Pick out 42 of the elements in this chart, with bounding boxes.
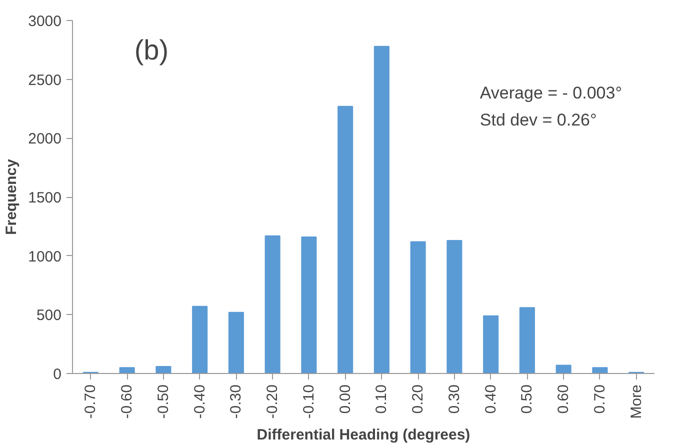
x-tick-label: 0.40 (482, 384, 500, 414)
x-tick-label: 0.00 (336, 384, 354, 414)
x-tick-label: 0.20 (410, 384, 427, 414)
annotation: Std dev = 0.26° (480, 110, 597, 130)
x-tick-label: 0.50 (518, 384, 536, 414)
x-tick-label: 0.60 (555, 384, 572, 414)
text: (b) (134, 34, 169, 66)
bar (264, 235, 280, 374)
y-tick-label: 0 (53, 366, 62, 383)
bar (156, 366, 172, 374)
bar (483, 315, 499, 374)
y-tick-label: 3000 (28, 13, 62, 30)
y-tick-label: 1000 (28, 248, 62, 266)
bar (119, 367, 135, 374)
x-axis-title: Differential Heading (degrees) (256, 426, 470, 444)
y-axis-title: Frequency (3, 158, 20, 235)
x-tick-label: -0.30 (228, 384, 245, 419)
bar (301, 236, 317, 374)
bar (556, 364, 572, 374)
bar (228, 312, 244, 374)
x-tick-label: -0.20 (264, 384, 282, 419)
x-tick-label: More (628, 384, 645, 419)
y-tick-label: 2500 (28, 72, 62, 89)
x-tick-label: -0.40 (191, 384, 208, 419)
bar (410, 241, 426, 374)
x-tick-label: -0.10 (300, 384, 318, 419)
x-tick-label: -0.60 (118, 384, 136, 419)
bar (374, 46, 390, 374)
annotation: Average = - 0.003° (480, 84, 622, 102)
y-tick-label: 500 (36, 307, 62, 324)
bar (519, 307, 535, 374)
y-tick-label: 1500 (28, 190, 62, 206)
bar (592, 367, 608, 374)
x-tick-label: -0.70 (82, 384, 100, 419)
x-tick-label: 0.30 (446, 384, 463, 414)
x-tick-label: -0.50 (154, 384, 172, 419)
bar (338, 106, 354, 374)
y-tick-label: 2000 (28, 130, 62, 148)
bar (446, 240, 462, 374)
x-tick-label: 0.70 (591, 384, 608, 414)
bar (192, 306, 208, 374)
x-tick-label: 0.10 (373, 384, 390, 414)
